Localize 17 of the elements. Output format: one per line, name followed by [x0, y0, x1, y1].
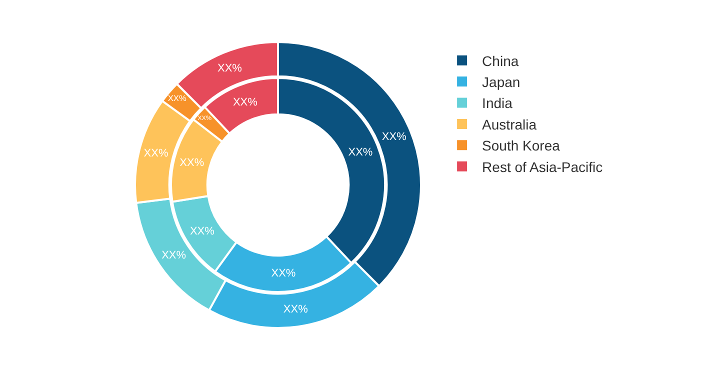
- data-label: XX%: [348, 146, 373, 158]
- data-label: XX%: [168, 93, 187, 104]
- legend-label: South Korea: [482, 138, 560, 154]
- data-label: XX%: [162, 250, 186, 262]
- legend-label: Australia: [482, 116, 537, 132]
- data-label: XX%: [232, 96, 258, 108]
- data-label: XX%: [190, 225, 215, 238]
- data-label: XX%: [218, 62, 242, 75]
- data-label: XX%: [144, 148, 168, 160]
- legend-label: China: [482, 52, 519, 69]
- legend-label: Japan: [482, 74, 520, 90]
- legend-label: Rest of Asia-Pacific: [482, 158, 603, 175]
- data-label: XX%: [283, 304, 308, 316]
- data-label: XX%: [180, 156, 204, 169]
- legend-label: India: [482, 95, 513, 112]
- data-label: XX%: [382, 130, 407, 143]
- data-label: XX%: [271, 268, 296, 280]
